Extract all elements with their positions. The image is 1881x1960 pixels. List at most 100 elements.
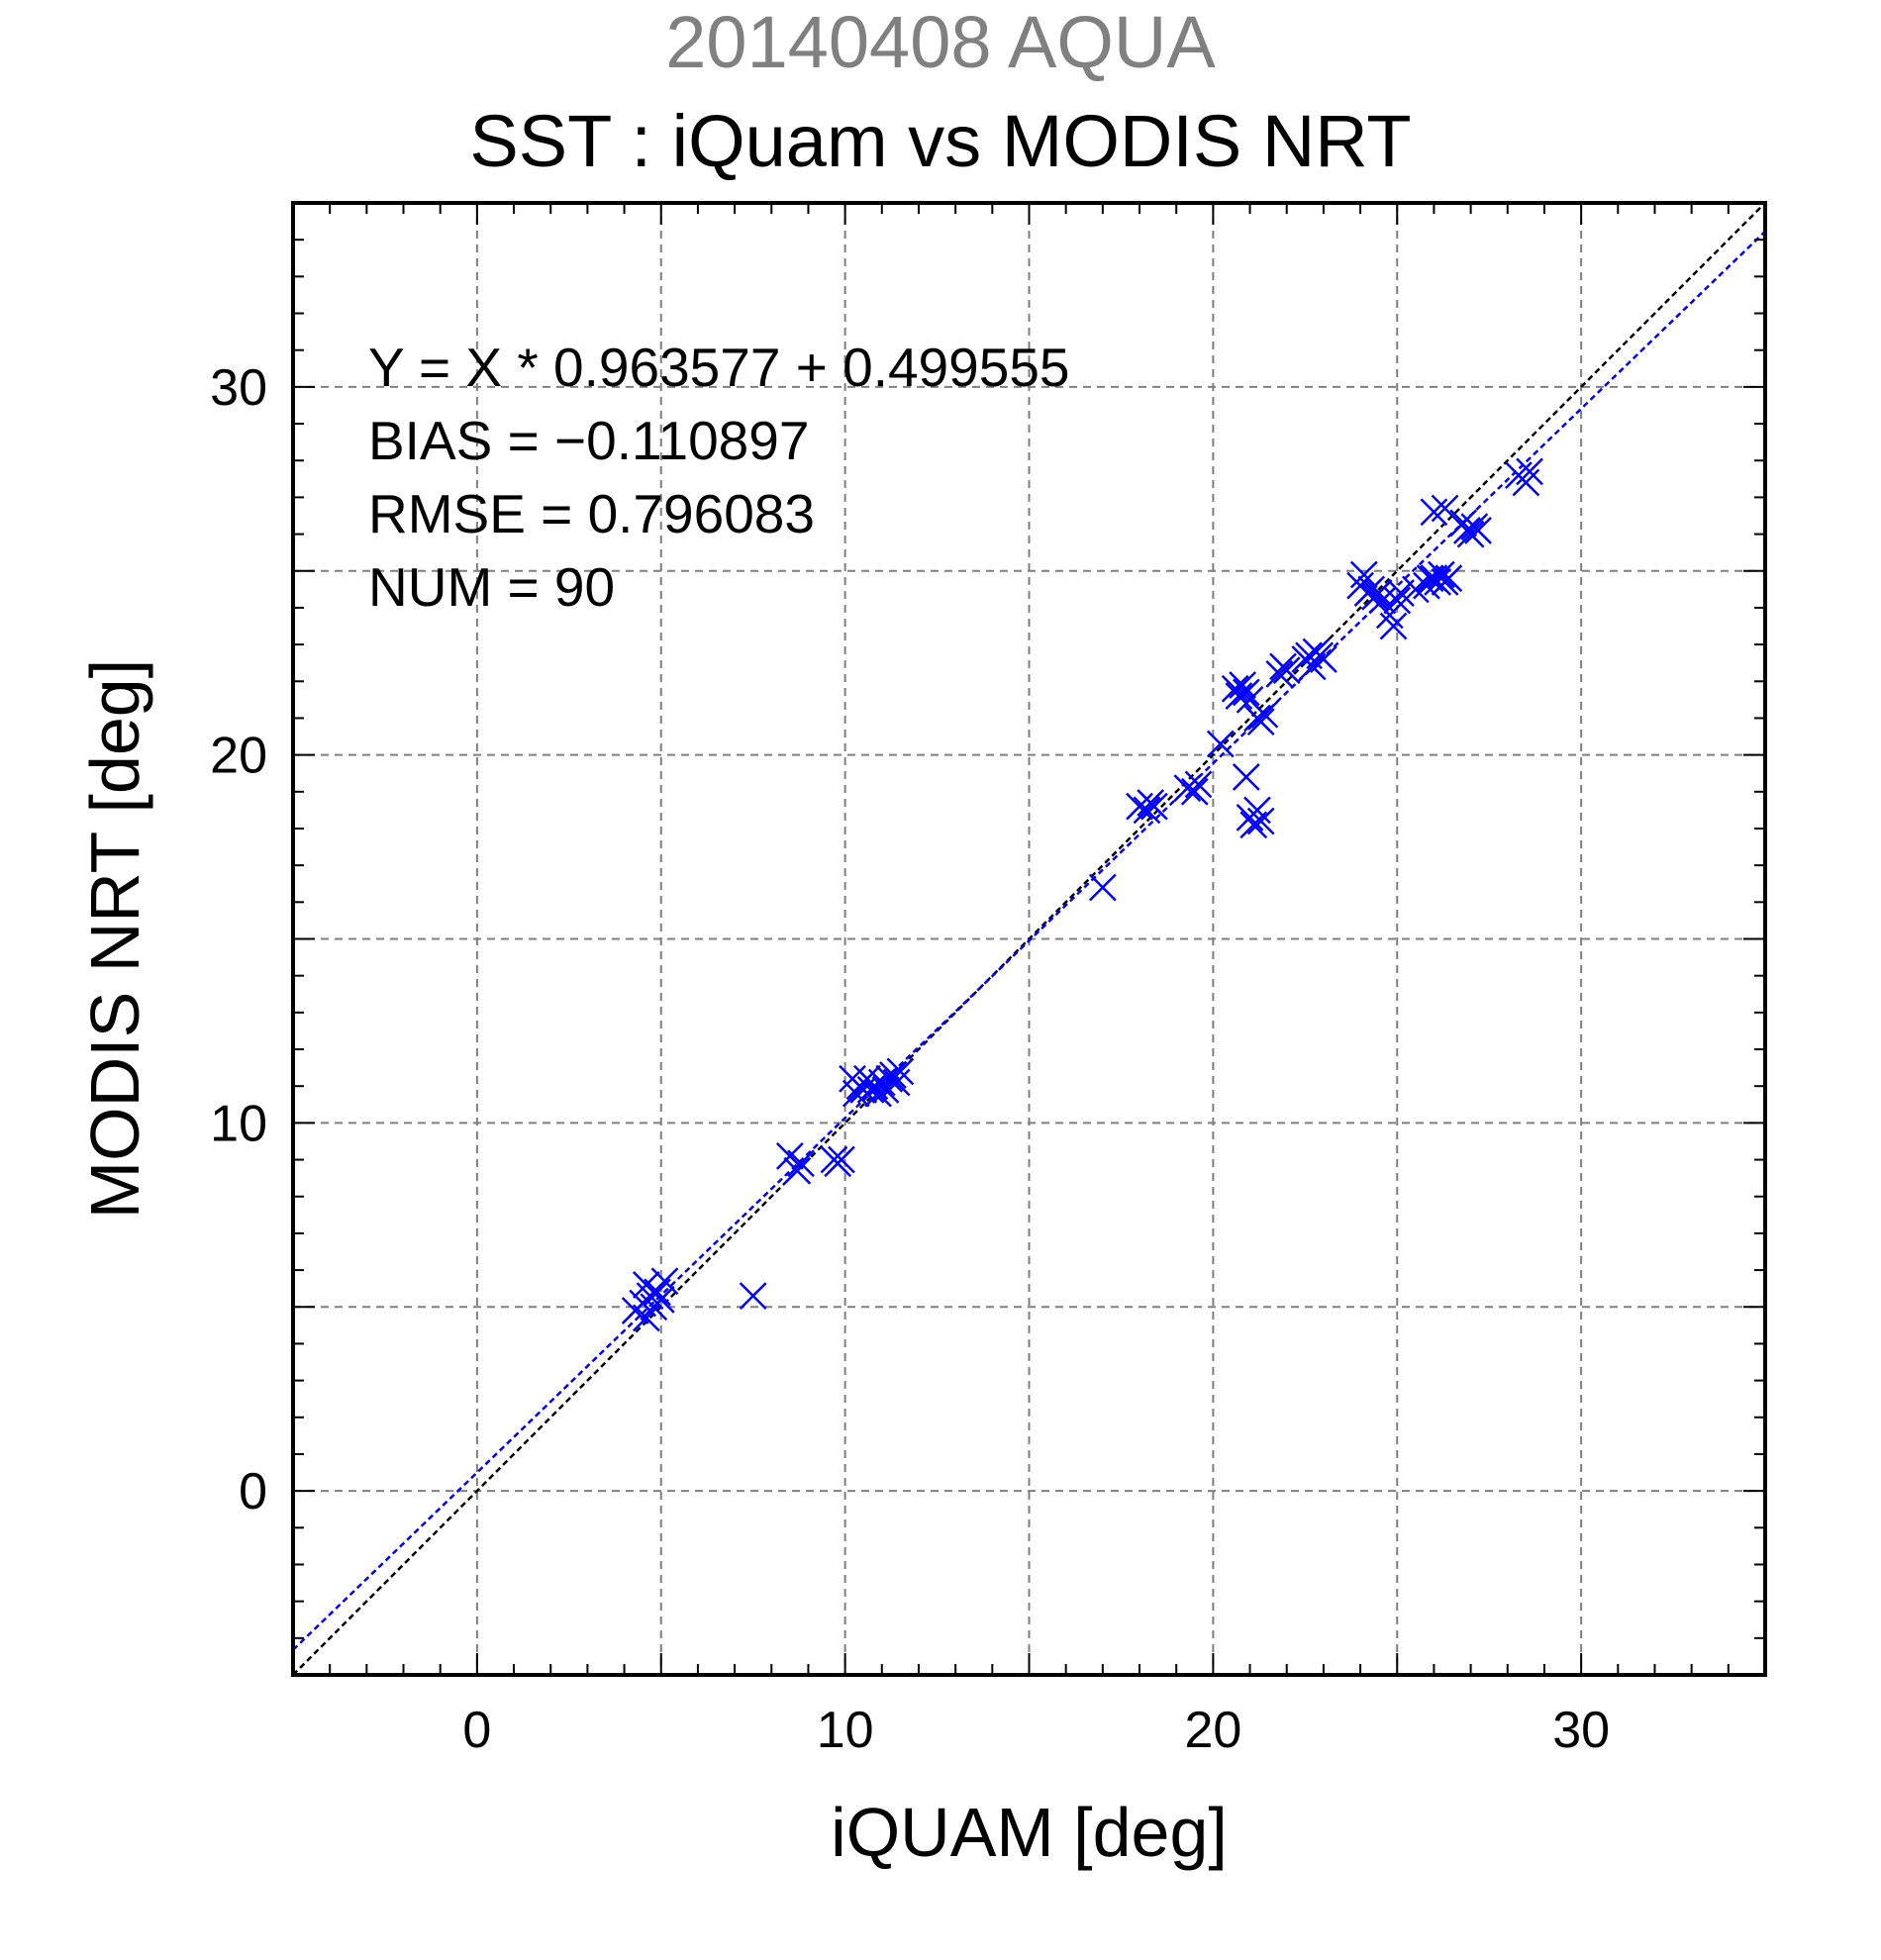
x-tick-label: 20 bbox=[1184, 1702, 1241, 1759]
data-point-stroke bbox=[1379, 612, 1408, 640]
data-point-stroke bbox=[1236, 685, 1264, 714]
data-point-stroke bbox=[1368, 586, 1397, 615]
x-tick-label: 0 bbox=[462, 1702, 491, 1759]
stats-line: BIAS = −0.110897 bbox=[368, 410, 809, 471]
data-point-stroke bbox=[1349, 560, 1378, 589]
data-point-stroke bbox=[650, 1267, 679, 1296]
data-point bbox=[1427, 560, 1455, 589]
data-point bbox=[1225, 682, 1253, 711]
one-to-one-line bbox=[292, 202, 1766, 1676]
stats-annotations: Y = X * 0.963577 + 0.499555 BIAS = −0.110… bbox=[368, 337, 1070, 618]
data-point-stroke bbox=[886, 1057, 915, 1086]
data-point-stroke bbox=[1449, 509, 1478, 538]
data-point-stroke bbox=[632, 1271, 660, 1299]
data-point bbox=[1310, 645, 1337, 673]
data-point-stroke bbox=[1232, 763, 1260, 791]
data-point bbox=[1246, 807, 1275, 835]
data-point-stroke bbox=[1184, 770, 1213, 799]
data-point bbox=[1232, 678, 1260, 707]
axis-ticks bbox=[292, 202, 1766, 1676]
data-point bbox=[1126, 792, 1153, 821]
data-point-stroke bbox=[860, 1072, 889, 1101]
data-point-stroke bbox=[1424, 568, 1452, 596]
data-point bbox=[1464, 516, 1492, 544]
data-point bbox=[783, 1156, 812, 1185]
y-tick-label: 10 bbox=[210, 1095, 267, 1152]
data-point bbox=[828, 1145, 855, 1174]
data-point-stroke bbox=[1232, 678, 1260, 707]
data-point-stroke bbox=[1206, 730, 1235, 758]
data-point bbox=[886, 1057, 915, 1086]
data-point bbox=[1140, 792, 1168, 821]
data-point bbox=[1516, 457, 1543, 486]
data-point bbox=[1375, 601, 1404, 630]
data-point bbox=[1368, 586, 1397, 615]
data-point-stroke bbox=[864, 1079, 892, 1108]
data-point-stroke bbox=[783, 1156, 812, 1185]
data-point bbox=[1512, 468, 1540, 497]
data-point-stroke bbox=[828, 1145, 855, 1174]
data-point bbox=[1133, 796, 1161, 825]
data-point bbox=[1184, 770, 1213, 799]
y-tick-label: 30 bbox=[210, 359, 267, 417]
data-point-stroke bbox=[1401, 575, 1430, 604]
data-point-stroke bbox=[1265, 659, 1294, 688]
data-point-stroke bbox=[1295, 641, 1323, 670]
data-point-stroke bbox=[1464, 516, 1492, 544]
data-point bbox=[1180, 777, 1209, 806]
stats-line: RMSE = 0.796083 bbox=[368, 483, 815, 544]
data-points bbox=[621, 457, 1543, 1332]
data-point bbox=[1088, 873, 1117, 902]
data-point bbox=[1265, 659, 1294, 688]
data-point bbox=[1221, 674, 1249, 703]
data-point-stroke bbox=[1133, 796, 1161, 825]
data-point bbox=[1349, 560, 1378, 589]
data-point-stroke bbox=[1243, 796, 1271, 825]
data-point bbox=[1243, 796, 1271, 825]
data-point bbox=[1456, 520, 1485, 548]
data-point bbox=[650, 1267, 679, 1296]
stats-line: Y = X * 0.963577 + 0.499555 bbox=[368, 337, 1070, 398]
data-point bbox=[879, 1061, 907, 1089]
data-point bbox=[1232, 763, 1260, 791]
data-point-stroke bbox=[1088, 873, 1117, 902]
data-point bbox=[1431, 494, 1459, 523]
data-point bbox=[860, 1072, 889, 1101]
stats-line: NUM = 90 bbox=[368, 556, 615, 618]
data-point bbox=[1435, 564, 1463, 593]
data-point bbox=[1420, 498, 1448, 527]
data-point bbox=[787, 1149, 815, 1178]
reference-lines bbox=[292, 202, 1766, 1676]
data-point-stroke bbox=[1246, 807, 1275, 835]
data-point-stroke bbox=[1229, 671, 1256, 699]
data-point-stroke bbox=[882, 1068, 911, 1097]
data-point bbox=[1229, 671, 1256, 699]
data-point bbox=[1173, 774, 1202, 802]
data-point-stroke bbox=[1250, 700, 1279, 729]
data-point-stroke bbox=[1246, 708, 1275, 736]
data-point-stroke bbox=[1431, 494, 1459, 523]
data-point-stroke bbox=[849, 1076, 878, 1104]
data-point bbox=[1246, 708, 1275, 736]
data-point bbox=[1424, 568, 1452, 596]
data-point-stroke bbox=[1427, 560, 1455, 589]
data-point bbox=[1364, 579, 1393, 607]
data-point bbox=[1250, 700, 1279, 729]
data-point-stroke bbox=[1364, 579, 1393, 607]
data-point-stroke bbox=[1225, 682, 1253, 711]
data-point-stroke bbox=[1375, 601, 1404, 630]
data-point bbox=[646, 1285, 675, 1314]
x-axis-label: iQUAM [deg] bbox=[831, 1794, 1228, 1871]
data-point-stroke bbox=[1310, 645, 1337, 673]
data-point-stroke bbox=[1272, 656, 1301, 685]
data-point bbox=[1383, 586, 1412, 615]
data-point-stroke bbox=[739, 1282, 767, 1310]
y-axis-label: MODIS NRT [deg] bbox=[76, 659, 153, 1219]
x-tick-label: 10 bbox=[817, 1702, 874, 1759]
data-point-stroke bbox=[787, 1149, 815, 1178]
data-point-stroke bbox=[1516, 457, 1543, 486]
y-tick-label: 20 bbox=[210, 728, 267, 785]
data-point bbox=[1272, 656, 1301, 685]
data-point-stroke bbox=[1383, 586, 1412, 615]
